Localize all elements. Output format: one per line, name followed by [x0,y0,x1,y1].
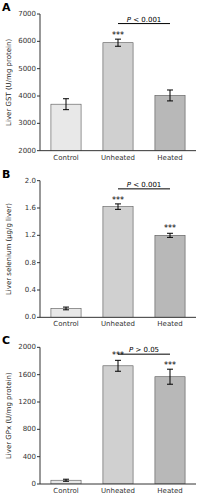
y-tick-label: 0.4 [25,286,37,294]
bar [103,366,133,484]
bars [51,360,185,484]
error-bar [115,360,121,371]
bars [51,204,185,317]
x-tick-label: Heated [157,154,182,162]
x-tick-label: Heated [157,487,182,495]
y-tick-label: 1600 [18,371,36,379]
y-axis-label: Liver GST (U/mg protein) [5,39,13,126]
y-tick-label: 2000 [18,147,36,155]
bar [155,235,185,317]
panel: B Liver selenium (μg/g liver) 0.0 0.4 0.8 1.2… [2,168,196,329]
panel-label: A [2,1,11,14]
significance-stars: *** [112,31,124,40]
error-bar-stem [118,360,119,371]
p-value-text: P > 0.05 [129,346,159,354]
x-tick-label: Unheated [101,154,135,162]
significance-stars: *** [164,361,176,370]
bar [103,207,133,318]
error-bar-stem [118,39,119,46]
y-tick-label: 2000 [18,343,36,351]
y-tick-label: 7000 [18,10,36,18]
error-bar-cap [63,481,69,482]
y-axis [40,347,41,484]
y-tick-label: 5000 [18,65,36,73]
y-tick-label: 0 [32,480,36,488]
error-bar-cap [167,100,173,101]
significance-stars: *** [112,196,124,205]
bar [103,43,133,151]
error-bar-cap [167,237,173,238]
error-bar-cap [115,209,121,210]
bar [51,104,81,150]
p-rest: < 0.001 [131,16,161,24]
error-bar-cap [167,89,173,90]
error-bar-cap [115,371,121,372]
y-tick-label: 6000 [18,37,36,45]
significance-stars: *** [164,224,176,233]
x-tick-label: Control [53,154,78,162]
y-axis-label: Liver GPx (U/mg protein) [5,372,13,459]
panel: A Liver GST (U/mg protein) 2000 3000 4000 500… [2,1,196,205]
error-bar [63,99,69,110]
error-bar-cap [63,109,69,110]
error-bar-cap [63,307,69,308]
y-tick-label: 1.2 [25,231,36,239]
error-bar [167,90,173,101]
error-bar [63,479,69,481]
y-tick-label: 3000 [18,119,36,127]
significance-stars: *** [112,351,124,360]
y-tick-label: 800 [23,425,36,433]
panel: C Liver GPx (U/mg protein) 0 400 800 1200 1600… [2,334,196,495]
x-tick-label: Control [53,320,78,328]
panel-label: B [2,168,10,181]
y-tick-label: 0.8 [25,259,36,267]
y-axis [40,14,41,151]
x-tick-label: Unheated [101,320,135,328]
error-bar [167,369,173,384]
x-tick-label: Unheated [101,487,135,495]
error-bar [115,204,121,209]
x-axis [40,150,196,151]
y-tick-label: 4000 [18,92,36,100]
bar [51,308,81,317]
y-tick-label: 400 [23,453,36,461]
p-value-text: P < 0.001 [127,181,162,189]
error-bar-stem [170,369,171,384]
p-value-text: P < 0.001 [127,16,162,24]
y-tick-label: 1200 [18,398,36,406]
y-tick-label: 1.6 [25,204,37,212]
y-tick-label: 0.0 [25,313,36,321]
error-bar [167,233,173,237]
error-bar-cap [167,384,173,385]
y-axis [40,181,41,318]
x-tick-label: Control [53,487,78,495]
error-bar [115,39,121,46]
error-bar-stem [170,233,171,237]
p-rest: > 0.05 [133,346,159,354]
bar [155,377,185,484]
error-bar-cap [63,98,69,99]
error-bar-cap [63,309,69,310]
error-bar-stem [66,99,67,110]
bar [51,480,81,484]
error-bar-cap [63,479,69,480]
y-tick-label: 2.0 [25,177,36,185]
x-tick-label: Heated [157,320,182,328]
error-bar [63,307,69,310]
x-axis [40,317,196,318]
y-axis-label: Liver selenium (μg/g liver) [5,203,13,295]
error-bar-cap [115,46,121,47]
error-bar-stem [170,90,171,101]
panel-label: C [2,334,10,347]
bars [51,39,185,151]
x-axis [40,484,196,485]
error-bar-stem [118,204,119,209]
figure: ALiver GST (U/mg protein)200030004000500… [0,0,202,500]
bar [155,95,185,150]
p-rest: < 0.001 [131,181,161,189]
